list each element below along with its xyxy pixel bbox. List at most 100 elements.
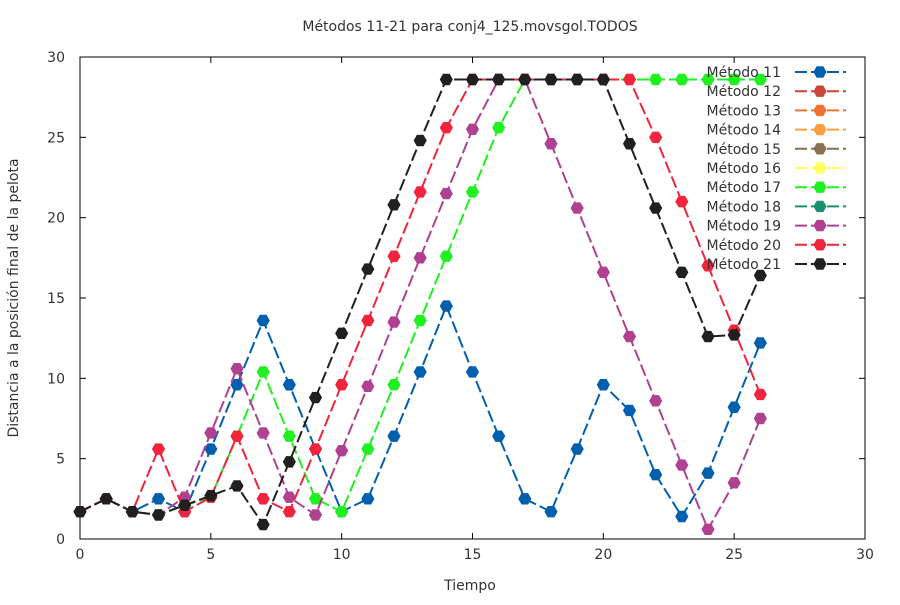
x-tick-label: 30 <box>856 547 874 563</box>
data-point <box>701 260 715 272</box>
chart-title: Métodos 11-21 para conj4_125.movsgol.TOD… <box>302 19 637 35</box>
legend-entry: Método 11 <box>707 65 846 81</box>
data-point <box>649 395 663 407</box>
data-point <box>570 202 584 214</box>
series-11 <box>73 73 767 531</box>
data-point <box>256 366 270 378</box>
data-point <box>622 138 637 150</box>
legend-entry: Método 20 <box>707 238 846 254</box>
series-layer <box>73 73 767 536</box>
legend-entry: Método 15 <box>707 142 846 158</box>
data-point <box>335 327 349 340</box>
legend-entry: Método 21 <box>707 257 846 273</box>
data-point <box>518 73 532 86</box>
legend-label: Método 18 <box>707 199 781 215</box>
legend-marker <box>813 66 827 78</box>
data-point <box>701 467 715 479</box>
data-point <box>596 266 610 278</box>
data-point <box>622 330 637 343</box>
data-point <box>308 493 323 505</box>
data-point <box>387 430 401 442</box>
legend-marker <box>813 104 827 117</box>
legend-label: Método 13 <box>707 103 781 119</box>
data-point <box>308 391 323 404</box>
data-point <box>753 412 767 425</box>
data-point <box>335 505 349 518</box>
data-point <box>282 379 296 391</box>
y-axis-label: Distancia a la posición final de la pelo… <box>6 158 22 437</box>
legend-entry: Método 16 <box>707 161 846 177</box>
data-point <box>204 489 218 502</box>
legend-entry: Método 18 <box>707 199 846 215</box>
data-point <box>204 443 218 455</box>
data-point <box>753 269 767 282</box>
data-point <box>230 430 244 442</box>
data-point <box>727 401 741 413</box>
legend-marker <box>813 258 827 270</box>
legend-label: Método 20 <box>707 238 781 254</box>
data-point <box>361 314 375 327</box>
data-point <box>73 505 87 518</box>
data-point <box>99 493 113 505</box>
data-point <box>413 366 427 378</box>
data-point <box>649 73 663 86</box>
data-point <box>622 73 637 86</box>
data-point <box>727 73 741 86</box>
data-point <box>701 73 715 86</box>
legend-entry: Método 19 <box>707 219 846 235</box>
data-point <box>492 122 506 134</box>
data-point <box>308 509 323 521</box>
data-point <box>361 493 375 505</box>
data-point <box>649 469 663 481</box>
data-point <box>675 510 689 523</box>
data-point <box>151 509 166 521</box>
legend-entry: Método 12 <box>707 84 846 100</box>
data-point <box>178 499 192 511</box>
data-point <box>727 477 741 489</box>
data-point <box>492 430 506 442</box>
data-point <box>387 316 401 328</box>
x-tick-label: 0 <box>76 547 85 563</box>
legend-label: Método 14 <box>707 123 782 139</box>
y-tick-label: 5 <box>56 452 65 468</box>
legend-marker <box>813 162 827 174</box>
legend-label: Método 16 <box>707 161 782 177</box>
data-point <box>125 505 139 518</box>
data-point <box>596 73 610 86</box>
data-point <box>413 314 427 327</box>
data-point <box>439 122 453 134</box>
data-point <box>335 444 349 457</box>
data-point <box>230 363 244 375</box>
legend-label: Método 17 <box>707 180 781 196</box>
legend-entry: Método 14 <box>707 123 846 139</box>
data-point <box>596 379 610 391</box>
data-point <box>727 329 741 341</box>
y-tick-label: 10 <box>47 371 65 387</box>
data-point <box>413 252 427 264</box>
data-point <box>701 330 715 343</box>
legend-marker <box>813 85 827 97</box>
y-tick-label: 15 <box>47 291 65 307</box>
x-tick-label: 10 <box>333 547 351 563</box>
data-point <box>439 250 453 262</box>
data-point <box>465 186 480 198</box>
series-1 <box>73 300 767 523</box>
data-point <box>361 380 375 393</box>
data-point <box>387 379 401 391</box>
data-point <box>282 505 296 518</box>
legend: Método 11 Método 12 Método 13 Método 14 Méto… <box>707 65 846 273</box>
data-point <box>387 250 401 262</box>
x-tick-label: 15 <box>464 547 482 563</box>
legend-label: Método 19 <box>707 219 781 235</box>
series-line <box>79 303 762 519</box>
data-point <box>282 430 296 442</box>
legend-marker <box>813 143 827 155</box>
data-point <box>649 131 663 144</box>
data-point <box>151 443 166 455</box>
legend-label: Método 11 <box>707 65 781 81</box>
data-point <box>256 518 270 531</box>
data-point <box>439 73 453 86</box>
x-tick-label: 20 <box>594 547 612 563</box>
data-point <box>544 505 558 518</box>
